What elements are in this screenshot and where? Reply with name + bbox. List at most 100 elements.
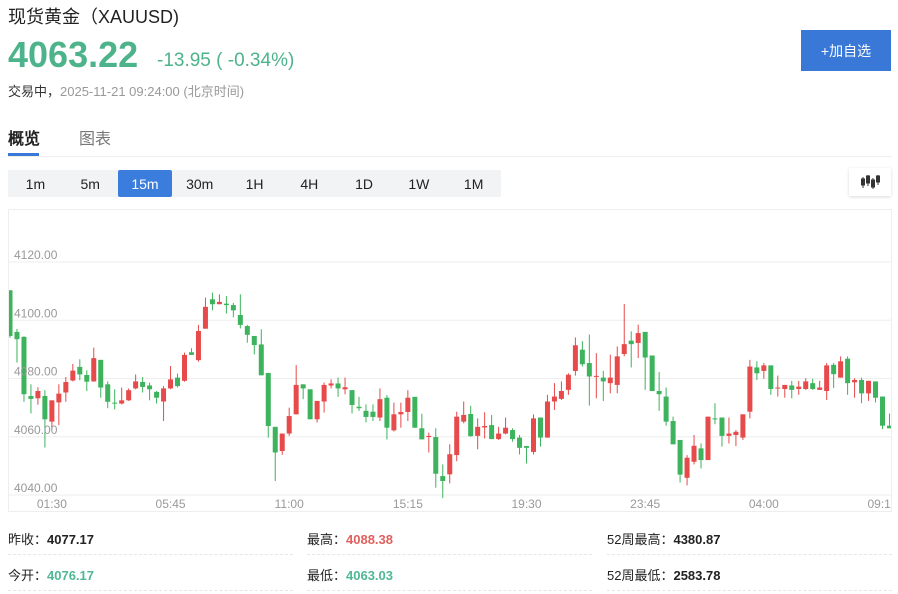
candle-body <box>286 416 292 434</box>
y-tick-label: 4060.00 <box>14 423 58 437</box>
candle-body <box>670 421 676 445</box>
candle-body <box>614 356 620 385</box>
period-1mo[interactable]: 1M <box>463 175 484 192</box>
candle-body <box>168 379 174 389</box>
tab-chart[interactable]: 图表 <box>79 131 112 148</box>
x-tick-label: 19:30 <box>512 497 542 511</box>
candle-body <box>342 387 348 390</box>
candle-body <box>796 386 802 389</box>
timestamp: 2025-11-21 09:24:00 (北京时间) <box>60 84 245 99</box>
stat-open: 今开：4076.17 <box>8 565 94 584</box>
x-tick-label: 05:45 <box>156 497 186 511</box>
stat-value: 2583.78 <box>673 568 721 583</box>
period-1h[interactable]: 1H <box>245 175 264 192</box>
candle-body <box>503 427 509 434</box>
period-selector: 1m 5m 15m 30m 1H 4H 1D 1W 1M <box>8 170 501 197</box>
y-tick-label: 4100.00 <box>14 306 58 320</box>
candle-body <box>426 435 432 438</box>
candle-body <box>886 425 891 429</box>
candle-body <box>77 366 83 375</box>
candle-body <box>126 390 132 401</box>
divider <box>307 590 592 591</box>
candle-body <box>733 431 739 436</box>
candle-body <box>482 425 488 428</box>
period-1m[interactable]: 1m <box>25 175 46 192</box>
candle-body <box>475 426 481 436</box>
chart-type-button[interactable] <box>849 168 891 196</box>
candle-body <box>698 448 704 461</box>
period-4h[interactable]: 4H <box>300 175 319 192</box>
chart-canvas: 4120.00 4100.00 4080.00 4060.00 4040.00 01:30… <box>9 248 891 511</box>
candlestick-chart[interactable]: 4120.00 4100.00 4080.00 4060.00 4040.00 01:30… <box>8 209 892 512</box>
candle-body <box>579 349 585 365</box>
candle-body <box>419 428 425 440</box>
candle-body <box>761 365 767 371</box>
candle-body <box>621 344 627 355</box>
stat-low: 最低：4063.03 <box>307 565 393 584</box>
y-tick-label: 4040.00 <box>14 481 58 495</box>
stat-52w-low: 52周最低：2583.78 <box>607 565 720 584</box>
candle-body <box>105 384 111 402</box>
candle-body <box>321 384 327 402</box>
candle-body <box>531 418 536 452</box>
add-watchlist-button[interactable]: +加自选 <box>801 30 891 71</box>
candle-body <box>195 331 201 361</box>
divider <box>8 590 293 591</box>
y-tick-label: 4120.00 <box>14 248 58 262</box>
stat-label: 最低： <box>307 568 347 583</box>
candle-body <box>272 426 278 453</box>
candle-body <box>754 367 760 374</box>
candle-body <box>740 414 746 438</box>
candle-body <box>398 411 404 415</box>
y-tick-label: 4080.00 <box>14 365 58 379</box>
candle-body <box>377 399 383 418</box>
candlestick-icon <box>861 175 880 189</box>
candle-body <box>63 381 69 393</box>
candle-body <box>586 363 592 377</box>
candle-body <box>98 359 104 388</box>
period-1d[interactable]: 1D <box>355 175 374 192</box>
candle-body <box>593 375 599 377</box>
candle-body <box>119 400 125 404</box>
candle-body <box>14 331 20 340</box>
candle-body <box>656 391 662 395</box>
last-price: 4063.22 <box>8 34 139 75</box>
candle-body <box>209 299 215 305</box>
period-15m[interactable]: 15m <box>117 170 173 197</box>
stat-prev-close: 昨收：4077.17 <box>8 529 94 548</box>
candle-body <box>384 397 390 428</box>
candle-body <box>496 433 502 440</box>
candle-body <box>216 301 222 305</box>
candle-body <box>335 383 341 389</box>
candle-body <box>859 379 865 394</box>
tab-overview[interactable]: 概览 <box>8 131 41 148</box>
candle-body <box>328 383 334 386</box>
candle-body <box>691 445 697 462</box>
candle-body <box>468 414 474 437</box>
period-1w[interactable]: 1W <box>408 175 430 192</box>
candle-body <box>880 396 885 426</box>
divider <box>307 554 592 555</box>
stat-label: 52周最高： <box>607 532 674 547</box>
stat-label: 今开： <box>8 568 48 583</box>
candle-body <box>747 366 753 412</box>
candle-body <box>642 331 648 358</box>
candle-body <box>537 417 543 438</box>
period-5m[interactable]: 5m <box>80 175 100 192</box>
candle-body <box>49 400 55 422</box>
stat-label: 最高： <box>307 532 347 547</box>
instrument-title: 现货黄金（XAUUSD) <box>8 7 180 27</box>
stat-value: 4088.38 <box>346 532 394 547</box>
candle-body <box>314 400 320 420</box>
candle-body <box>558 391 564 399</box>
stat-value: 4063.03 <box>346 568 394 583</box>
period-30m[interactable]: 30m <box>186 175 214 192</box>
candle-body <box>447 454 453 475</box>
candle-body <box>363 410 369 417</box>
stat-value: 4076.17 <box>47 568 95 583</box>
candle-body <box>544 401 550 438</box>
candle-body <box>677 439 683 475</box>
candle-body <box>412 396 418 428</box>
candle-body <box>705 416 711 461</box>
candle-body <box>161 388 167 402</box>
